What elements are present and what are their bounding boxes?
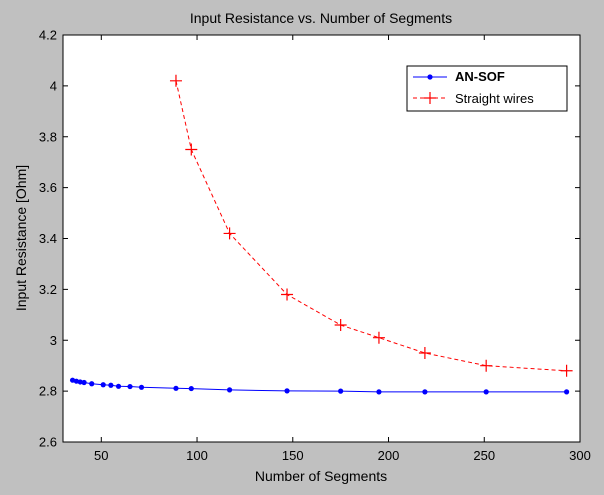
data-point-an-sof — [483, 389, 489, 395]
data-point-an-sof — [563, 389, 570, 395]
legend-label-an-sof: AN-SOF — [455, 69, 505, 84]
y-axis-label: Input Resistance [Ohm] — [13, 165, 29, 311]
series-layer — [69, 74, 573, 395]
data-point-straight-wires — [334, 318, 347, 331]
y-tick-label: 3.4 — [39, 231, 57, 246]
data-point-an-sof — [422, 389, 428, 395]
y-tick-label: 4 — [50, 78, 57, 93]
data-point-straight-wires — [169, 74, 182, 87]
x-axis-label: Number of Segments — [255, 468, 387, 484]
data-point-an-sof — [100, 382, 106, 388]
x-tick-label: 200 — [378, 448, 400, 463]
y-tick-label: 3 — [50, 333, 57, 348]
data-point-an-sof — [81, 379, 87, 386]
x-tick-label: 300 — [569, 448, 591, 463]
x-tick-label: 100 — [186, 448, 208, 463]
y-tick-label: 4.2 — [39, 28, 57, 43]
data-point-an-sof — [89, 381, 95, 387]
data-point-straight-wires — [372, 331, 385, 344]
data-point-straight-wires — [281, 288, 294, 301]
data-point-straight-wires — [480, 359, 493, 372]
y-tick-label: 3.2 — [39, 282, 57, 297]
legend-marker-an-sof — [427, 74, 433, 80]
data-point-straight-wires — [185, 143, 198, 156]
data-point-an-sof — [108, 382, 114, 388]
legend: AN-SOF Straight wires — [406, 65, 568, 112]
data-point-an-sof — [127, 383, 133, 390]
y-tick-label: 3.6 — [39, 180, 57, 195]
axis-ticks: 50 100 150 200 250 300 2.6 2.8 3 3.2 3.4 3.6 3.8 4 4.2 — [39, 28, 591, 464]
y-tick-label: 3.8 — [39, 129, 57, 144]
legend-marker-straight-wires — [424, 92, 436, 104]
y-tick-label: 2.6 — [39, 435, 57, 450]
y-tick-label: 2.8 — [39, 384, 57, 399]
data-point-an-sof — [188, 385, 194, 392]
data-point-straight-wires — [560, 364, 573, 377]
data-point-straight-wires — [223, 227, 236, 240]
legend-label-straight-wires: Straight wires — [455, 91, 534, 106]
data-point-an-sof — [284, 388, 290, 394]
data-point-an-sof — [226, 387, 233, 393]
legend-box — [406, 65, 568, 112]
chart-title: Input Resistance vs. Number of Segments — [190, 10, 452, 26]
x-tick-label: 50 — [94, 448, 108, 463]
x-tick-label: 250 — [473, 448, 495, 463]
data-point-an-sof — [138, 384, 145, 390]
data-point-an-sof — [173, 385, 179, 391]
data-point-an-sof — [376, 389, 382, 395]
data-point-an-sof — [77, 379, 83, 385]
x-tick-label: 150 — [282, 448, 304, 463]
data-point-an-sof — [115, 383, 122, 389]
data-point-straight-wires — [418, 346, 431, 359]
data-point-an-sof — [338, 388, 344, 394]
